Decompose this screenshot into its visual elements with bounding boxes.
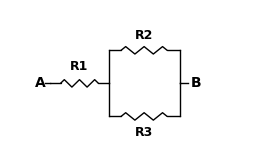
Text: B: B xyxy=(191,76,202,90)
Text: R2: R2 xyxy=(135,29,153,42)
Text: A: A xyxy=(35,76,45,90)
Text: R3: R3 xyxy=(135,126,153,139)
Text: R1: R1 xyxy=(70,60,89,73)
